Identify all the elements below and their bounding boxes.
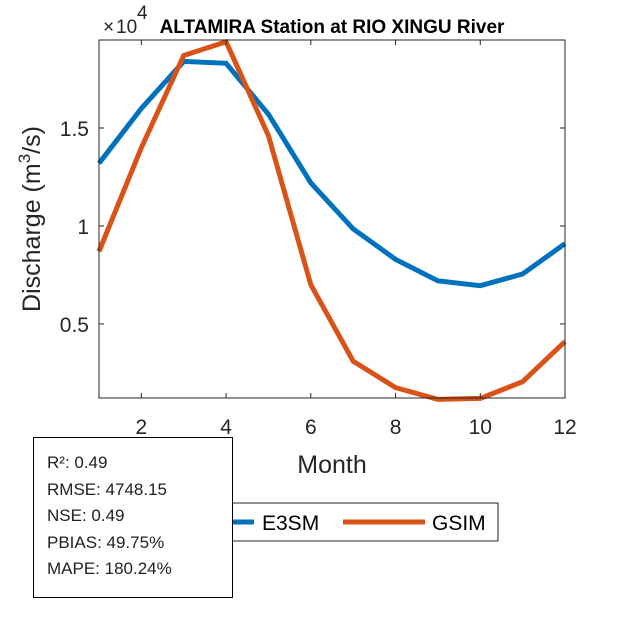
x-axis-label: Month [297,451,366,479]
stats-annotation-box: R²: 0.49 RMSE: 4748.15 NSE: 0.49 PBIAS: … [33,437,233,598]
plot-area [99,40,565,398]
x-tick-label: 8 [390,416,402,439]
x-tick-label: 12 [553,416,576,439]
y-axis-label-suffix: /s) [18,126,46,154]
x-tick-label: 4 [220,416,232,439]
legend-label-e3sm: E3SM [262,512,319,535]
x-ticks: 2 4 6 8 10 12 [136,40,577,439]
axes-box [98,39,566,399]
legend-label-gsim: GSIM [432,512,486,535]
x-tick-label: 6 [305,416,317,439]
stat-rmse: RMSE: 4748.15 [47,479,168,499]
series-line-gsim [96,38,567,402]
series-layer [96,38,567,402]
stat-nse: NSE: 0.49 [47,506,125,525]
y-tick-label: 1.5 [60,118,89,141]
y-axis-label-prefix: Discharge (m [18,163,46,312]
y-exponent-power: 4 [137,3,148,24]
x-tick-label: 10 [469,416,492,439]
stat-r2: R²: 0.49 [47,453,108,472]
y-axis-label: Discharge (m3/s) [15,126,46,312]
chart-title: ALTAMIRA Station at RIO XINGU River [160,17,505,38]
legend: E3SM GSIM [197,502,499,542]
x-tick-label: 2 [136,416,148,439]
y-exponent-base: 10 [116,17,137,38]
y-exponent-times: × [103,17,114,38]
y-tick-label: 0.5 [60,314,89,337]
y-axis-label-superscript: 3 [15,154,34,163]
y-tick-label: 1 [77,216,89,239]
y-ticks: 0.5 1 1.5 [60,118,565,337]
stat-mape: MAPE: 180.24% [47,559,172,578]
stat-pbias: PBIAS: 49.75% [47,532,165,552]
